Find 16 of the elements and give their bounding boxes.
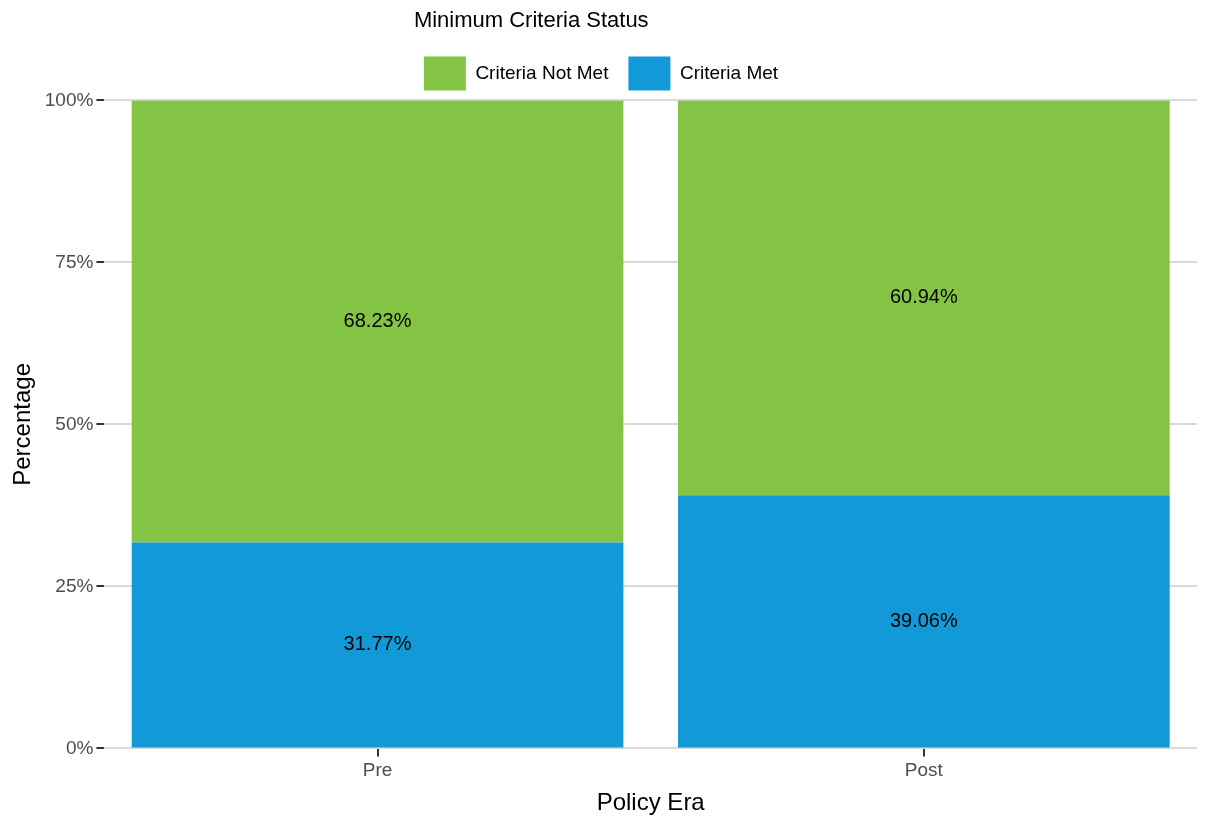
y-tick-label: 0% <box>65 736 94 758</box>
data-label: 31.77% <box>343 632 412 655</box>
x-axis-title: Policy Era <box>596 788 706 816</box>
y-tick-label: 50% <box>55 412 94 434</box>
data-label: 39.06% <box>889 608 958 631</box>
data-label: 60.94% <box>889 285 958 308</box>
y-tick-label: 75% <box>55 250 94 272</box>
y-axis-title: Percentage <box>8 363 36 486</box>
x-tick-label: Pre <box>362 759 393 781</box>
legend-title: Minimum Criteria Status <box>413 7 649 33</box>
legend-label: Criteria Met <box>679 61 779 83</box>
legend-label: Criteria Not Met <box>475 61 610 83</box>
y-tick-label: 100% <box>44 88 94 110</box>
y-tick-label: 25% <box>55 574 94 596</box>
x-tick-label: Post <box>904 759 944 781</box>
data-label: 68.23% <box>343 308 412 331</box>
